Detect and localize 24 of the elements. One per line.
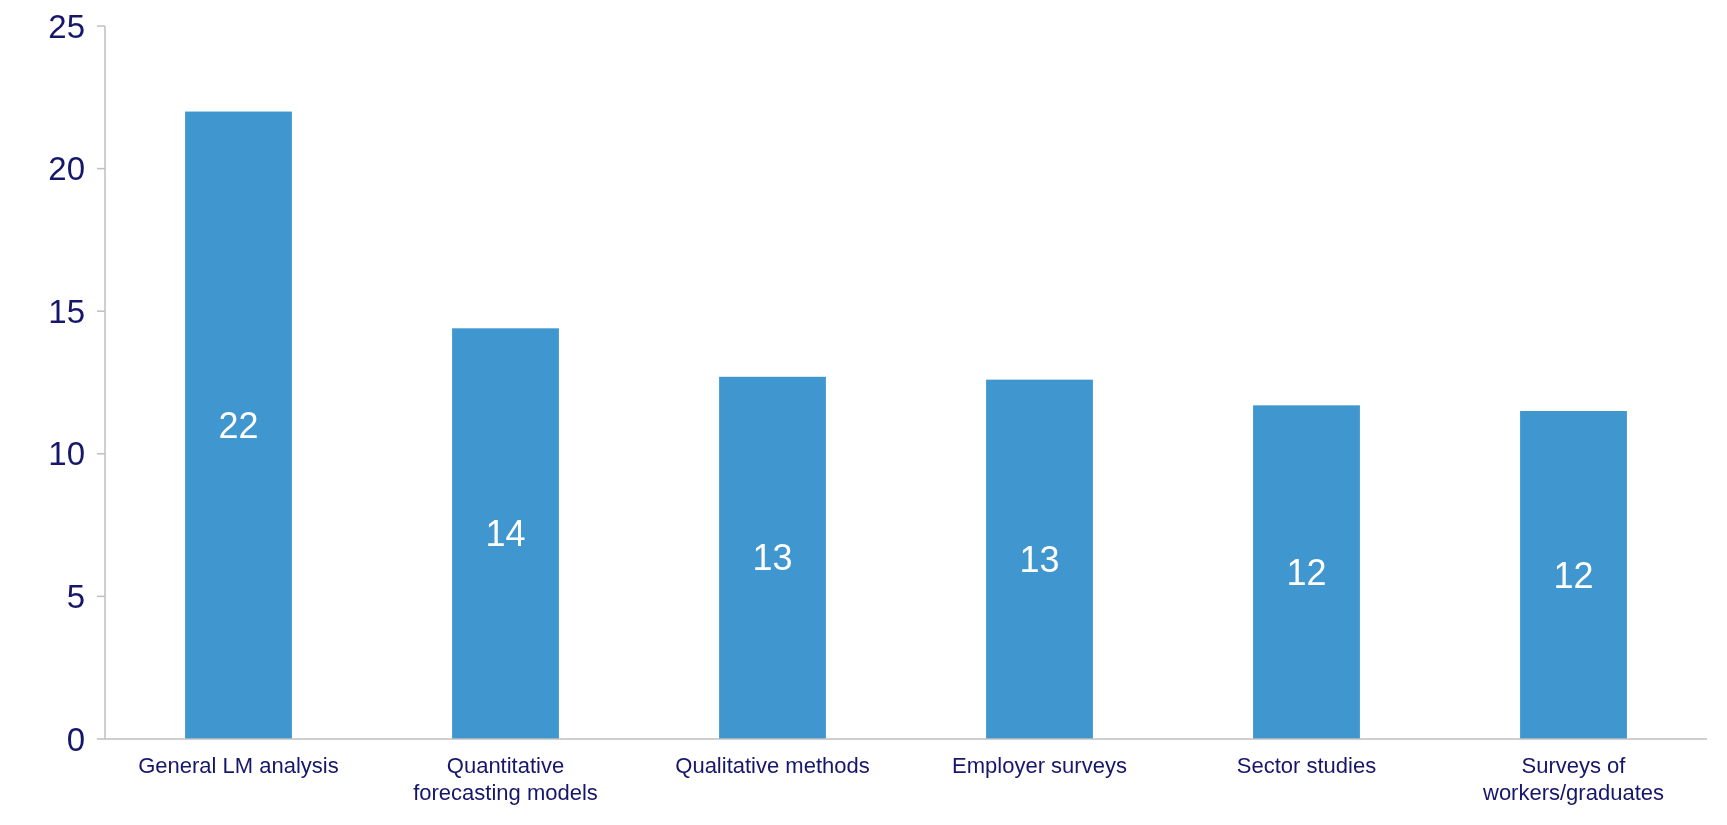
x-tick-label: Quantitative forecasting models [413, 753, 598, 805]
y-tick-label: 0 [66, 720, 85, 758]
data-label: 12 [1553, 554, 1594, 596]
bar [185, 111, 292, 739]
data-label: 22 [218, 404, 259, 446]
x-tick-label: Qualitative methods [675, 753, 870, 778]
data-label: 13 [752, 537, 793, 579]
y-tick-label: 5 [66, 577, 85, 615]
y-tick-label: 15 [48, 292, 85, 330]
bar [1253, 405, 1360, 739]
x-tick-label: Sector studies [1236, 753, 1377, 778]
x-tick-label: General LM analysis [138, 753, 339, 778]
y-tick-label: 20 [48, 150, 85, 188]
y-tick-label: 25 [48, 7, 85, 45]
bar [719, 376, 826, 739]
x-tick-label: Employer surveys [952, 753, 1127, 778]
bar [986, 379, 1093, 739]
bar [1520, 411, 1627, 739]
data-label: 13 [1019, 538, 1060, 580]
y-tick-label: 10 [48, 435, 85, 473]
bar [452, 328, 559, 739]
data-label: 14 [485, 513, 526, 555]
x-tick-label: Surveys of workers/graduates [1482, 753, 1664, 805]
data-label: 12 [1286, 551, 1327, 593]
